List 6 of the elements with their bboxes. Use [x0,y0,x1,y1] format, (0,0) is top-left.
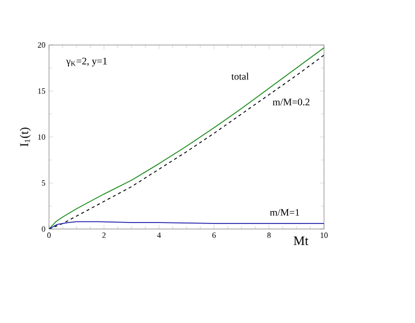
x-axis-title: Mt [294,236,308,246]
series-label: total [231,72,249,80]
annotation: γ$_{K}$=2, y=1 [66,58,107,66]
series-label: m/M=0.2 [272,98,310,106]
y-axis-title: I$_{1}$(t) [20,128,31,146]
series-label: m/M=1 [270,209,300,216]
